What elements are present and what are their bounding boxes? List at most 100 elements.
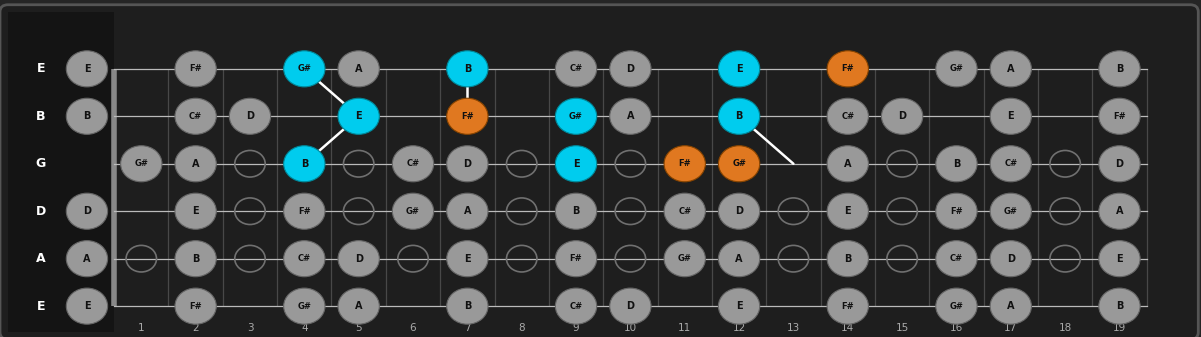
Circle shape	[283, 193, 325, 229]
Text: B: B	[83, 111, 90, 121]
Text: 11: 11	[679, 324, 692, 333]
Text: D: D	[627, 64, 634, 74]
Text: 9: 9	[573, 324, 579, 333]
Circle shape	[337, 241, 380, 277]
Text: F#: F#	[1113, 112, 1125, 121]
Circle shape	[664, 193, 705, 229]
Circle shape	[936, 146, 978, 182]
Circle shape	[283, 288, 325, 324]
Circle shape	[1099, 193, 1140, 229]
Circle shape	[393, 193, 434, 229]
Text: B: B	[36, 110, 46, 123]
Text: 10: 10	[623, 324, 637, 333]
Circle shape	[120, 146, 162, 182]
Text: G#: G#	[569, 112, 582, 121]
Circle shape	[337, 51, 380, 87]
Text: A: A	[83, 254, 91, 264]
Text: A: A	[735, 254, 743, 264]
Text: E: E	[355, 111, 362, 121]
Circle shape	[990, 193, 1032, 229]
Circle shape	[555, 146, 597, 182]
Text: G#: G#	[733, 159, 746, 168]
Text: B: B	[192, 254, 199, 264]
Circle shape	[827, 193, 868, 229]
Text: E: E	[192, 206, 199, 216]
Text: A: A	[192, 159, 199, 169]
Text: A: A	[464, 206, 471, 216]
Text: D: D	[898, 111, 906, 121]
Circle shape	[175, 146, 216, 182]
Circle shape	[827, 146, 868, 182]
Text: 8: 8	[519, 324, 525, 333]
Text: D: D	[83, 206, 91, 216]
Circle shape	[718, 288, 760, 324]
Circle shape	[229, 98, 270, 134]
Circle shape	[827, 288, 868, 324]
Circle shape	[175, 288, 216, 324]
Text: B: B	[464, 64, 471, 74]
Text: A: A	[844, 159, 852, 169]
Text: E: E	[36, 62, 44, 75]
Text: A: A	[627, 111, 634, 121]
Text: E: E	[84, 301, 90, 311]
Text: A: A	[1116, 206, 1123, 216]
Text: E: E	[844, 206, 852, 216]
Circle shape	[283, 51, 325, 87]
Text: F#: F#	[569, 254, 582, 263]
Text: D: D	[735, 206, 743, 216]
Text: B: B	[300, 159, 307, 169]
Text: E: E	[84, 64, 90, 74]
Text: F#: F#	[461, 112, 473, 121]
Circle shape	[610, 51, 651, 87]
Text: F#: F#	[950, 207, 963, 216]
Text: D: D	[1116, 159, 1123, 169]
Circle shape	[610, 288, 651, 324]
Text: D: D	[464, 159, 471, 169]
Text: F#: F#	[190, 302, 202, 311]
Text: E: E	[736, 64, 742, 74]
Circle shape	[337, 288, 380, 324]
Circle shape	[447, 51, 488, 87]
Text: E: E	[464, 254, 471, 264]
Circle shape	[1099, 146, 1140, 182]
Circle shape	[66, 98, 108, 134]
Circle shape	[1099, 241, 1140, 277]
Text: 17: 17	[1004, 324, 1017, 333]
Circle shape	[447, 193, 488, 229]
Circle shape	[936, 51, 978, 87]
Text: B: B	[573, 206, 580, 216]
Circle shape	[447, 146, 488, 182]
Circle shape	[1099, 98, 1140, 134]
Circle shape	[175, 241, 216, 277]
Text: E: E	[36, 300, 44, 313]
Text: C#: C#	[298, 254, 311, 263]
Text: E: E	[736, 301, 742, 311]
Circle shape	[175, 51, 216, 87]
Circle shape	[447, 288, 488, 324]
Circle shape	[555, 98, 597, 134]
Text: 16: 16	[950, 324, 963, 333]
Circle shape	[718, 193, 760, 229]
Circle shape	[555, 241, 597, 277]
Text: B: B	[464, 301, 471, 311]
Text: C#: C#	[406, 159, 419, 168]
Text: A: A	[36, 252, 46, 265]
Text: 2: 2	[192, 324, 199, 333]
Text: 19: 19	[1113, 324, 1127, 333]
Text: C#: C#	[569, 302, 582, 311]
Circle shape	[283, 146, 325, 182]
Text: G#: G#	[135, 159, 148, 168]
Circle shape	[66, 193, 108, 229]
Text: C#: C#	[950, 254, 963, 263]
Circle shape	[718, 98, 760, 134]
Text: E: E	[1116, 254, 1123, 264]
Circle shape	[936, 288, 978, 324]
Text: 12: 12	[733, 324, 746, 333]
Text: 6: 6	[410, 324, 417, 333]
Text: 7: 7	[464, 324, 471, 333]
Text: D: D	[354, 254, 363, 264]
Circle shape	[175, 193, 216, 229]
Circle shape	[283, 241, 325, 277]
Circle shape	[827, 51, 868, 87]
Circle shape	[882, 98, 922, 134]
